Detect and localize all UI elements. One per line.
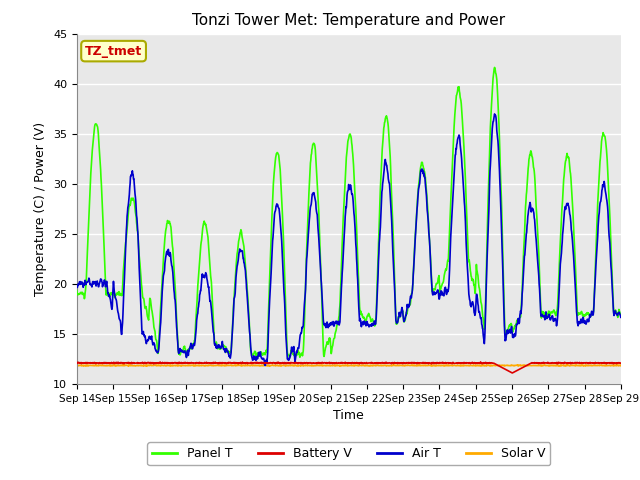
Title: Tonzi Tower Met: Temperature and Power: Tonzi Tower Met: Temperature and Power bbox=[192, 13, 506, 28]
X-axis label: Time: Time bbox=[333, 409, 364, 422]
Y-axis label: Temperature (C) / Power (V): Temperature (C) / Power (V) bbox=[35, 122, 47, 296]
Text: TZ_tmet: TZ_tmet bbox=[85, 45, 142, 58]
Legend: Panel T, Battery V, Air T, Solar V: Panel T, Battery V, Air T, Solar V bbox=[147, 443, 550, 465]
